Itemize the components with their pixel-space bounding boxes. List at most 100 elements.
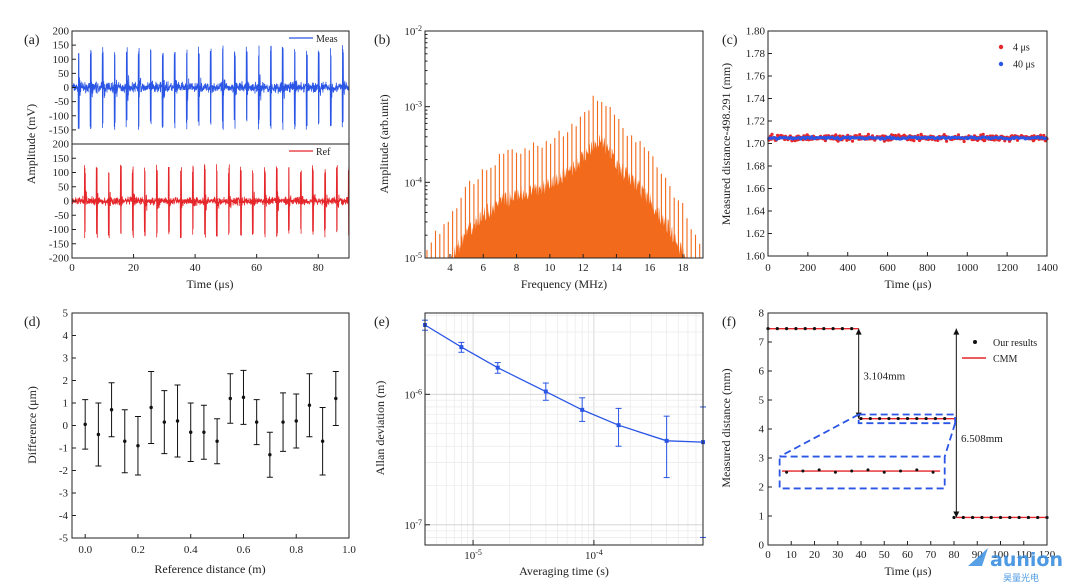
data-point [307,403,312,407]
y-tick-label: 1.80 [746,26,766,38]
data-point [109,408,114,412]
inset-data-point [882,470,886,474]
x-axis-label: Time (μs) [885,277,932,291]
y-tick-label: -100 [49,110,70,122]
x-tick-label: 14 [611,262,623,274]
data-point [998,515,1003,520]
y-tick-label: 1 [759,511,765,523]
data-point [989,515,993,520]
data-point [912,139,916,143]
y-tick-label: -50 [54,96,69,108]
data-point [189,430,193,434]
zoom-inset-box [778,455,946,490]
watermark-subtext: 昊量光电 [1003,572,1039,584]
y-tick-label: -3 [59,488,69,500]
x-tick-label: 70 [925,549,937,561]
x-axis-label: Time (μs) [187,277,234,291]
data-point [241,395,246,400]
y-tick-label: -4 [59,510,69,522]
data-point [812,327,817,331]
inset-data-point [785,470,789,474]
data-point [228,396,232,401]
x-tick-label: 1000 [956,262,979,274]
inset-data-point [801,469,805,473]
y-tick-label: -50 [54,210,69,222]
legend-marker [998,61,1004,67]
x-axis-label: Averaging time (s) [519,564,609,578]
x-tick-label: 1400 [1036,262,1059,274]
data-point [834,133,838,137]
data-point [495,365,500,370]
data-point [961,515,965,520]
a-bottom-signal-trace [71,164,350,239]
y-tick-label: 0 [64,196,70,208]
x-axis-label: Frequency (MHz) [521,277,607,291]
data-point [664,438,669,443]
data-point [803,327,807,331]
y-tick-label: 5 [759,395,765,407]
y-axis-label: Allan deviation (m) [373,381,387,476]
y-tick-label: 5 [63,308,69,320]
y-tick-label: 150 [53,153,70,165]
data-point [1008,515,1012,520]
y-tick-label: 2 [759,482,765,494]
x-tick-label: 16 [644,262,656,274]
y-tick-label: 1.68 [746,161,766,173]
a-top-signal-trace [71,45,350,130]
data-point [616,423,621,428]
data-point [543,389,548,394]
y-tick-label: 50 [58,68,70,80]
plot-frame [71,312,350,539]
x-tick-label: 40 [856,549,868,561]
x-tick-label: 60 [902,549,914,561]
x-tick-label: 10 [786,549,798,561]
data-point [1039,133,1043,137]
data-point [1026,515,1030,520]
zoom-source-box [857,413,957,425]
x-tick-label: 12 [578,262,589,274]
panel-b: (b) 10-5 10-4 10-3 10-2 4 6 8 10 12 14 16 18 Frequenc… [374,24,704,291]
data-point [980,515,984,520]
data-point [952,515,956,520]
x-tick-label: 0.8 [289,544,303,556]
y-tick-label: -150 [49,124,70,136]
x-tick-label: 60 [251,262,263,274]
y-tick-label: 200 [53,26,70,38]
x-tick-label: 6 [481,262,487,274]
data-point [850,139,855,143]
x-tick-label: 10-4 [585,548,603,563]
panel-label: (e) [374,315,390,330]
y-tick-label: 1.64 [746,206,766,218]
x-tick-label: 120 [1039,549,1056,561]
panel-label: (b) [374,33,391,48]
y-tick-label: 10-6 [404,387,422,402]
x-tick-label: 20 [809,549,821,561]
data-point [866,132,871,136]
inset-data-point [899,469,903,473]
y-tick-label: -150 [49,238,70,250]
y-tick-label: 2 [63,375,69,387]
arrow-head [855,328,862,335]
x-tick-label: 0 [69,262,75,274]
x-tick-label: 0.4 [184,544,198,556]
data-point [836,139,840,143]
data-point [887,416,891,421]
inset-data-point [833,470,837,474]
legend-label: Ref [316,147,331,158]
panel-label: (d) [24,315,41,330]
x-tick-label: 0 [765,262,771,274]
panel-a: (a)-150-100-50050100150200Meas-200-150-1… [24,26,350,291]
step-annotation: 6.508mm [961,433,1003,445]
y-axis-label: Amplitude (arb.unit) [377,94,391,193]
data-point [123,439,127,443]
series-1-points [767,135,1048,141]
arrow-head [953,328,960,335]
data-point [983,138,987,142]
plot-frame [424,312,704,546]
data-point [83,422,87,427]
y-axis-label: Measured distance (mm) [719,368,733,487]
y-tick-label: 1 [63,398,69,410]
x-tick-label: 100 [992,549,1009,561]
